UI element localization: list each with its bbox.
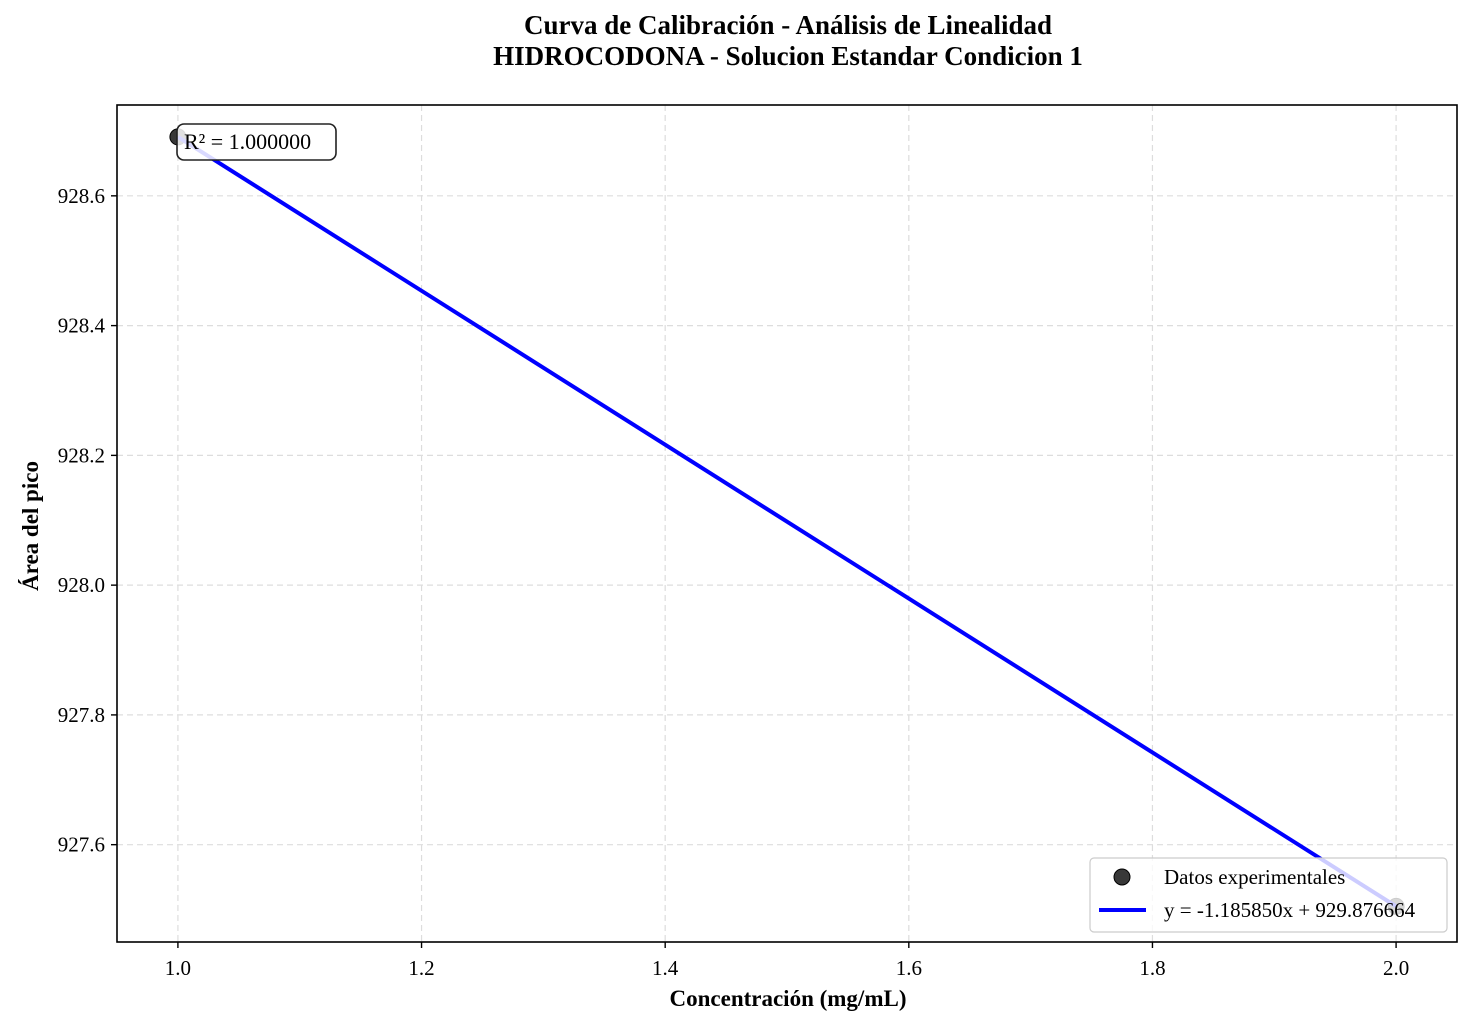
x-axis-label: Concentración (mg/mL): [670, 986, 907, 1011]
legend-marker-scatter: [1113, 868, 1131, 886]
y-tick-label: 928.4: [58, 314, 106, 338]
regression-line: [176, 135, 1398, 909]
legend-label-line: y = -1.185850x + 929.876664: [1164, 898, 1416, 922]
x-tick-label: 1.4: [652, 956, 679, 980]
legend-label-scatter: Datos experimentales: [1164, 865, 1345, 889]
legend-box: [1089, 857, 1448, 933]
y-tick-label: 928.6: [58, 184, 105, 208]
annotation-text: R² = 1.000000: [184, 129, 311, 154]
y-axis-label: Área del pico: [18, 461, 43, 591]
x-axis-ticks: 1.0 1.2 1.4 1.6 1.8 2.0: [165, 942, 1409, 980]
chart-subtitle: HIDROCODONA - Solucion Estandar Condicio…: [493, 41, 1083, 71]
grid-lines: [117, 105, 1457, 942]
legend: Datos experimentales y = -1.185850x + 92…: [1089, 857, 1448, 933]
x-tick-label: 1.8: [1139, 956, 1165, 980]
y-tick-label: 927.6: [58, 833, 105, 857]
x-tick-label: 1.0: [165, 956, 191, 980]
chart-title: Curva de Calibración - Análisis de Linea…: [524, 10, 1052, 40]
plot-frame: [116, 104, 1458, 943]
plot-content: [169, 128, 1405, 915]
x-tick-label: 1.6: [896, 956, 922, 980]
y-tick-label: 928.2: [58, 443, 105, 467]
x-tick-label: 1.2: [408, 956, 434, 980]
y-tick-label: 928.0: [58, 573, 105, 597]
x-tick-label: 2.0: [1383, 956, 1409, 980]
annotation-box: [176, 123, 337, 161]
y-axis-ticks: 927.6 927.8 928.0 928.2 928.4 928.6: [58, 184, 117, 857]
y-tick-label: 927.8: [58, 703, 105, 727]
r-squared-annotation: R² = 1.000000: [176, 123, 337, 161]
